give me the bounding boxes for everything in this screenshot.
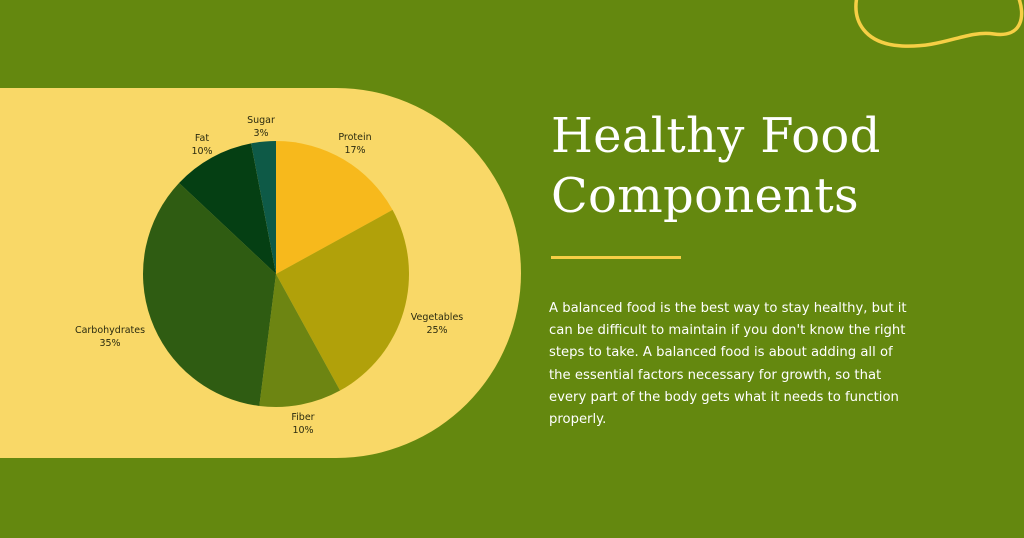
slice-label-protein: Protein bbox=[338, 132, 371, 143]
slice-label-carbohydrates: Carbohydrates bbox=[75, 325, 145, 336]
pie-slice-carbohydrates bbox=[143, 182, 276, 406]
slice-label-fat: Fat bbox=[195, 133, 209, 144]
page-title: Healthy Food Components bbox=[551, 106, 991, 226]
slice-label-fiber: Fiber bbox=[291, 412, 314, 423]
pie-labels: Protein 17% Vegetables 25% Fiber 10% Carbohydr… bbox=[75, 115, 463, 436]
title-line-1: Healthy Food bbox=[551, 108, 881, 164]
slice-percent-fat: 10% bbox=[191, 146, 212, 157]
slice-percent-carbohydrates: 35% bbox=[99, 338, 120, 349]
slice-percent-vegetables: 25% bbox=[426, 325, 447, 336]
description-text: A balanced food is the best way to stay … bbox=[549, 301, 907, 428]
pie-slices bbox=[143, 141, 409, 407]
pie-slice-protein bbox=[276, 141, 393, 274]
slice-percent-protein: 17% bbox=[344, 145, 365, 156]
slice-label-sugar: Sugar bbox=[247, 115, 275, 126]
pie-slice-fiber bbox=[259, 274, 341, 407]
slice-label-vegetables: Vegetables bbox=[411, 312, 464, 323]
slice-percent-fiber: 10% bbox=[292, 425, 313, 436]
slice-percent-sugar: 3% bbox=[253, 128, 268, 139]
title-line-2: Components bbox=[551, 168, 859, 224]
pie-slice-vegetables bbox=[276, 209, 409, 391]
squiggle-outline bbox=[854, 0, 1024, 48]
title-divider bbox=[551, 256, 681, 259]
pie-slice-sugar bbox=[251, 141, 276, 274]
pie-slice-fat bbox=[179, 143, 276, 274]
